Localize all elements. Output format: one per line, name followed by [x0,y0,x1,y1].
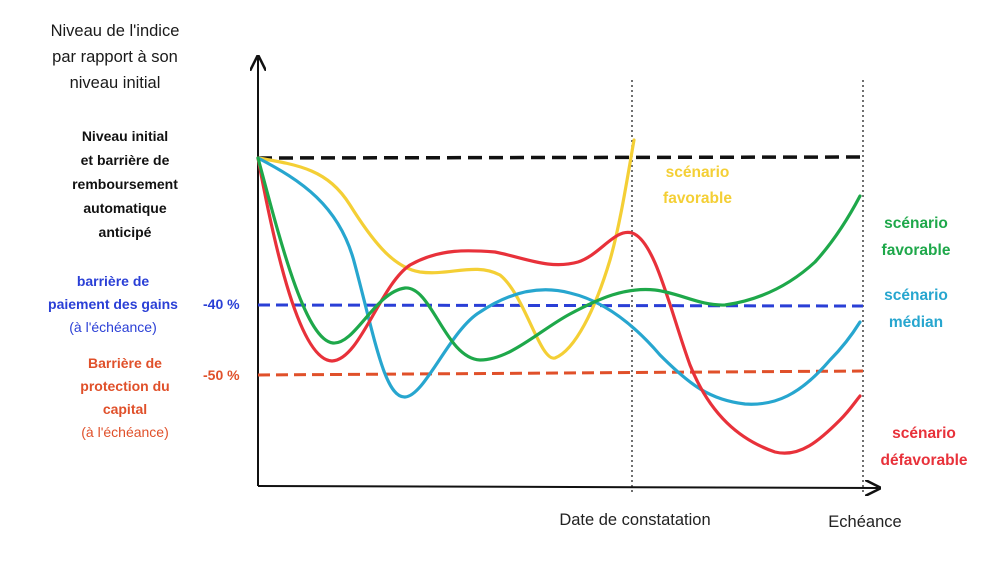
red-scenario-curve [256,156,862,455]
green-scenario-curve [256,156,862,362]
protection-barrier-value: -50 % [203,367,240,383]
favorable-scenario-label: scénario favorable [881,215,951,259]
initial-level-line [257,155,864,160]
x-axis [257,486,878,488]
gains-barrier-value: -40 % [203,296,240,312]
y-axis-title: Niveau de l'indice par rapport à son niv… [50,22,180,92]
initial-level-label: Niveau initial et barrière de remboursem… [72,128,178,240]
yellow-scenario-curve [256,138,636,360]
median-scenario-label: scénario médian [884,287,948,331]
protection-barrier-line [257,369,864,377]
early-favorable-scenario-label: scénario favorable [663,164,732,207]
unfavorable-scenario-label: scénario défavorable [880,425,968,469]
observation-date-label: Date de constatation [559,511,711,529]
gains-barrier-line [257,303,864,308]
maturity-label: Echéance [828,513,902,531]
gains-barrier-label: barrière de paiement des gains (à l'éché… [48,273,178,335]
blue-scenario-curve [256,156,862,406]
protection-barrier-label: Barrière de protection du capital (à l'é… [80,355,170,440]
